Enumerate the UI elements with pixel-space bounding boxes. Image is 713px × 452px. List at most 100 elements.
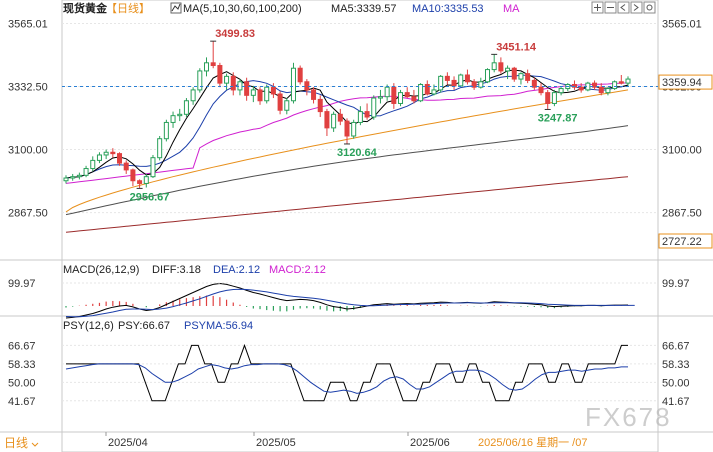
candle-body — [83, 168, 89, 176]
candle-body — [371, 97, 377, 118]
psy-label: PSY(12,6) — [63, 320, 114, 332]
ma5-value: MA5:3339.57 — [331, 3, 396, 15]
ma-line-icon — [171, 3, 181, 12]
candle-body — [351, 121, 357, 137]
candle-body — [438, 75, 444, 91]
date-label-apr: 2025/04 — [108, 437, 148, 449]
price-tick-left: 3332.50 — [8, 82, 48, 94]
symbol-name: 现货黄金 — [63, 1, 108, 15]
psy-line — [66, 343, 628, 402]
candle-body — [605, 88, 611, 94]
candle-body — [571, 83, 577, 88]
candle-body — [491, 62, 497, 71]
ma10-value: MA10:3335.53 — [412, 3, 484, 15]
candle-body — [451, 79, 457, 87]
candle-body — [431, 89, 437, 95]
psy-tick-left: 58.33 — [8, 359, 36, 371]
candle-body — [117, 153, 123, 164]
price-tick-right: 3565.01 — [662, 18, 702, 30]
candle-body — [183, 100, 189, 115]
psy-tick-right: 66.67 — [662, 340, 690, 352]
psy-tick-left: 41.67 — [8, 396, 36, 408]
candle-body — [63, 177, 69, 182]
candle-body — [190, 89, 196, 102]
date-label-jun: 2025/06 — [410, 437, 450, 449]
candle-body — [478, 81, 484, 88]
price-tick-left: 2867.50 — [8, 208, 48, 220]
candle-body — [317, 98, 323, 113]
period-label[interactable]: 【日线】 — [106, 1, 150, 15]
macd-indicator — [65, 282, 635, 319]
candle-body — [398, 92, 404, 104]
candle-body — [458, 74, 464, 87]
settings-icon[interactable] — [643, 1, 656, 14]
candle-body — [250, 89, 256, 96]
candlesticks — [63, 41, 631, 189]
candle-body — [103, 151, 109, 156]
candle-body — [511, 67, 517, 80]
price-tick-right: 3100.00 — [662, 145, 702, 157]
candle-body — [391, 86, 397, 104]
candle-body — [531, 79, 537, 88]
candle-body — [612, 81, 618, 90]
candle-body — [357, 111, 363, 123]
candle-body — [384, 86, 390, 98]
candle-body — [210, 62, 216, 67]
psy-tick-right: 50.00 — [662, 377, 690, 389]
candle-body — [598, 86, 604, 94]
candle-body — [337, 113, 343, 122]
candle-body — [224, 75, 230, 84]
period-button[interactable]: 日线 — [4, 436, 28, 450]
candle-body — [70, 176, 76, 179]
candle-body — [284, 100, 290, 111]
candle-body — [150, 157, 156, 178]
candle-body — [130, 169, 136, 182]
price-annotations: 3499.83 3451.14 3247.87 3120.64 2956.67 — [130, 28, 578, 203]
annotation-high: 3499.83 — [215, 28, 255, 40]
candle-body — [404, 92, 410, 98]
candle-body — [592, 82, 598, 88]
candle-body — [344, 120, 350, 137]
candle-body — [264, 86, 270, 102]
candle-body — [551, 92, 557, 104]
candle-body — [237, 81, 243, 91]
candle-body — [244, 81, 250, 96]
candle-body — [197, 70, 203, 91]
candle-body — [76, 174, 82, 178]
price-tick-right: 2867.50 — [662, 208, 702, 220]
psy-indicator: 66.67 66.67 58.33 58.33 50.00 50.00 41.67 41.67 — [8, 340, 690, 407]
psy-tick-left: 50.00 — [8, 377, 36, 389]
ma-toggle-icon[interactable] — [170, 2, 182, 14]
candle-body — [525, 73, 531, 81]
annotation-high: 3451.14 — [496, 41, 537, 53]
macd-label: MACD(26,12,9) — [63, 264, 139, 276]
candle-body — [418, 83, 424, 102]
cursor-date-label: 2025/06/16 星期一 /07 — [478, 436, 587, 449]
zoom-out-icon[interactable] — [604, 1, 617, 14]
low-price-box — [658, 233, 713, 249]
candle-body — [110, 151, 116, 155]
chevron-down-icon[interactable] — [31, 442, 39, 447]
candle-body — [411, 96, 417, 102]
psyma-value: PSYMA:56.94 — [184, 320, 253, 332]
candle-body — [377, 96, 383, 99]
candle-body — [177, 113, 183, 117]
candle-body — [203, 62, 210, 72]
annotation-low: 2956.67 — [130, 191, 170, 203]
price-tick-left: 3565.01 — [8, 18, 48, 30]
candle-body — [311, 89, 317, 100]
ma200-line — [65, 176, 629, 233]
prev-icon[interactable] — [617, 1, 630, 14]
candle-body — [170, 115, 176, 123]
zoom-in-icon[interactable] — [591, 1, 604, 14]
candle-body — [137, 180, 143, 184]
current-price-box — [658, 74, 713, 90]
current-price-label: 3359.94 — [662, 77, 702, 89]
next-icon[interactable] — [630, 1, 643, 14]
psy-value: PSY:66.67 — [118, 320, 170, 332]
candle-body — [290, 67, 296, 102]
ma10-line — [65, 74, 629, 179]
main-frame — [61, 0, 659, 452]
candle-body — [545, 92, 551, 104]
